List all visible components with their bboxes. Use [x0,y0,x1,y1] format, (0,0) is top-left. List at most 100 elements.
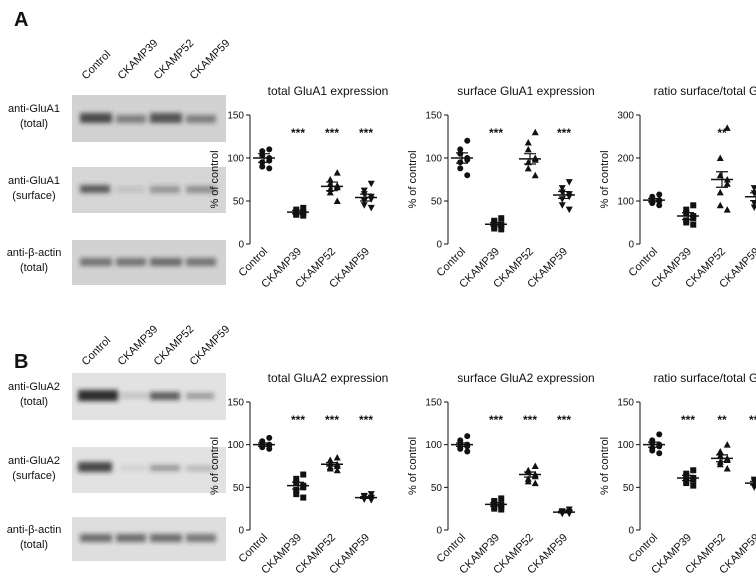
data-point [293,486,300,493]
y-tick-label: 150 [227,398,244,409]
data-point [293,480,300,487]
y-tick-label: 100 [227,440,244,451]
data-point [690,482,697,489]
data-point [464,137,471,144]
error-bar [524,471,536,478]
data-point [498,506,505,513]
data-point [300,494,307,501]
data-point [524,145,532,153]
data-point [716,201,724,209]
blot-row-label: anti-GluA2 [8,455,60,467]
data-point [491,505,498,512]
significance: *** [557,126,571,140]
error-bar [490,221,502,227]
data-point [656,450,663,457]
panel-label: A [14,9,28,31]
y-tick-label: 150 [425,111,442,122]
error-bar [648,197,660,203]
y-tick-label: 100 [617,197,634,208]
error-bar [682,474,694,482]
data-point [723,465,731,472]
y-tick-label: 300 [617,111,634,122]
y-tick-label: 50 [431,483,443,494]
data-point [293,211,300,218]
data-point [524,164,532,172]
y-tick-label: 50 [431,197,443,208]
y-tick-label: 50 [233,197,245,208]
error-bar [750,480,756,486]
significance: *** [557,413,571,427]
data-point [723,206,731,213]
y-tick-label: 0 [436,526,442,537]
x-tick-label: Control [627,246,661,280]
data-point [690,476,697,483]
data-point [690,215,697,222]
data-point [716,447,724,455]
y-axis-label: % of control [407,150,419,208]
significance: *** [325,413,339,427]
chart-title: total GluA1 expression [268,84,389,98]
data-point [457,165,464,172]
data-point [360,187,368,195]
significance: *** [291,413,305,427]
error-bar [258,442,270,447]
data-point [690,221,697,228]
y-axis-label: % of control [209,437,221,495]
data-point [266,434,273,441]
y-tick-label: 0 [628,526,634,537]
y-tick-label: 50 [233,483,245,494]
data-point [266,445,273,452]
data-point [464,448,471,455]
x-tick-label: Control [237,246,271,280]
data-point [266,146,273,153]
x-tick-label: Control [435,532,469,566]
data-point [293,491,300,498]
data-point [656,191,663,198]
data-point [457,445,464,452]
data-point [300,484,307,491]
data-point [716,154,724,161]
data-point [750,185,756,192]
significance: *** [489,126,503,140]
data-point [266,165,273,172]
error-bar [292,481,304,490]
y-tick-label: 100 [425,154,442,165]
y-axis-label: % of control [599,150,611,208]
error-bar [326,181,338,192]
data-point [683,219,690,226]
data-point [293,475,300,482]
blot-row-label: (total) [20,539,48,551]
significance: *** [681,413,695,427]
data-point [498,215,505,222]
data-point [367,204,375,212]
x-tick-label: Control [435,246,469,280]
lane-label: Control [80,49,114,83]
blot-row-label: (total) [20,396,48,408]
error-bar [558,190,570,200]
significance: *** [359,413,373,427]
y-tick-label: 0 [436,240,442,251]
significance: *** [325,126,339,140]
data-point [524,139,532,146]
error-bar [648,441,660,448]
chart-title: ratio surface/total GluA1 [654,84,756,98]
data-point [464,172,471,179]
error-bar [360,496,372,500]
data-point [531,479,539,487]
y-tick-label: 150 [227,111,244,122]
y-tick-label: 50 [623,483,635,494]
data-point [333,197,341,204]
y-tick-label: 100 [227,154,244,165]
y-tick-label: 0 [238,240,244,251]
data-point [683,206,690,213]
blot-row-label: anti-β-actin [7,247,62,259]
data-point [750,204,756,211]
blot-row-label: (total) [20,118,48,130]
panel-label: B [14,351,28,373]
data-point [326,176,334,183]
data-point [565,179,573,186]
data-point [716,460,724,468]
y-tick-label: 0 [628,240,634,251]
blot-row-label: (total) [20,262,48,274]
